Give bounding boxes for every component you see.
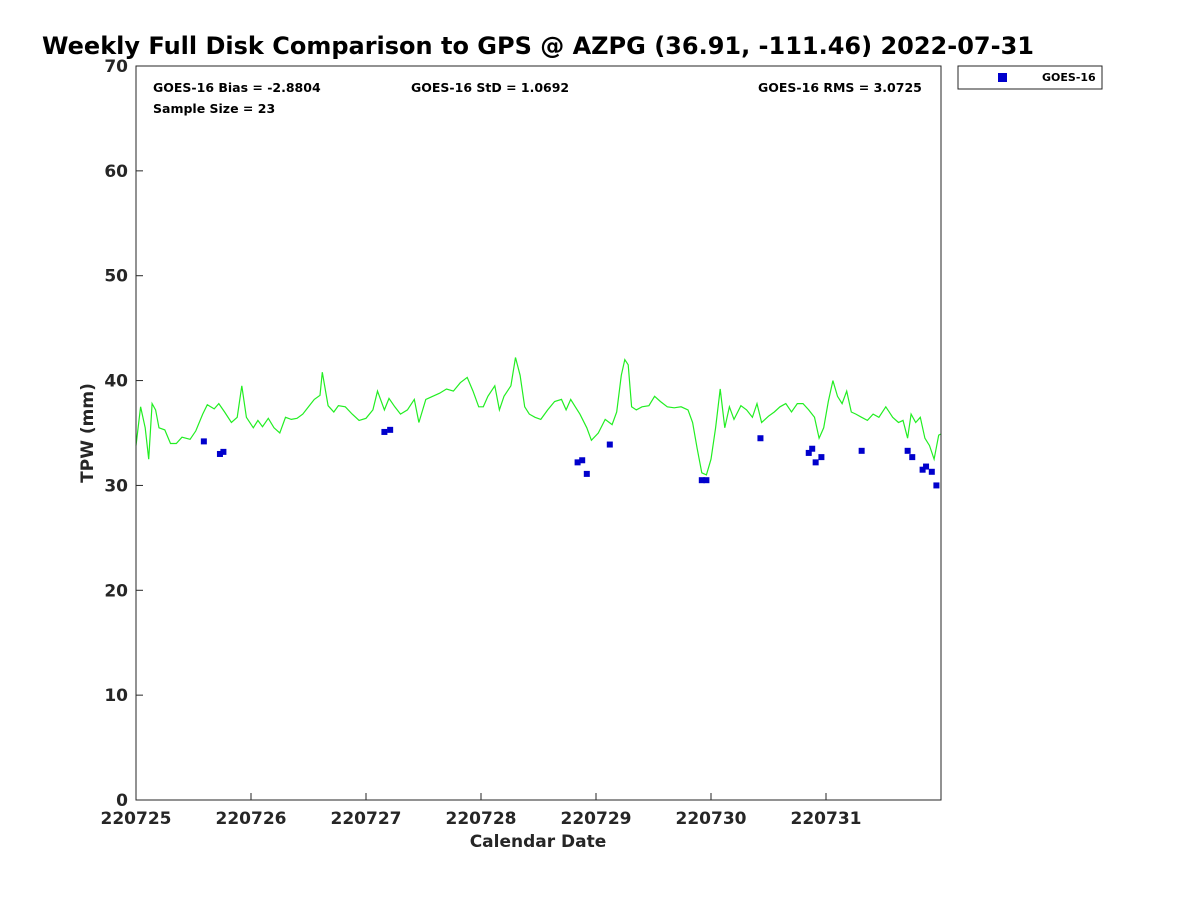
sample-size-stat: Sample Size = 23 (153, 101, 275, 116)
x-tick-label: 220726 (216, 809, 287, 829)
goes16-point (698, 477, 705, 484)
goes16-point (703, 477, 710, 484)
tpw-line-series (135, 357, 942, 476)
y-tick-label: 10 (104, 686, 128, 706)
goes16-point (933, 482, 940, 489)
goes16-points (200, 426, 940, 489)
y-tick-label: 20 (104, 581, 128, 601)
goes16-point (809, 445, 816, 452)
goes16-point (381, 428, 388, 435)
x-tick-label: 220729 (561, 809, 632, 829)
goes16-point (757, 435, 764, 442)
goes16-point (919, 466, 926, 473)
goes16-point (387, 426, 394, 433)
goes16-point (904, 447, 911, 454)
goes16-point (200, 438, 207, 445)
legend-label-goes16: GOES-16 (1042, 71, 1096, 84)
x-tick-label: 220727 (331, 809, 402, 829)
y-tick-label: 0 (116, 791, 128, 811)
goes16-point (216, 450, 223, 457)
y-tick-label: 30 (104, 476, 128, 496)
goes16-point (574, 459, 581, 466)
x-axis-label: Calendar Date (470, 832, 607, 852)
x-tick-label: 220731 (791, 809, 862, 829)
goes16-point (579, 457, 586, 464)
legend: GOES-16 (957, 65, 1103, 90)
chart-title: Weekly Full Disk Comparison to GPS @ AZP… (42, 32, 1034, 60)
goes16-point (923, 463, 930, 470)
x-tick-label: 220730 (676, 809, 747, 829)
legend-box (957, 65, 1103, 90)
x-axis-ticks: 220725 220726 220727 220728 220729 220730 2207… (101, 793, 862, 829)
legend-marker-goes16 (998, 73, 1007, 82)
bias-stat: GOES-16 Bias = -2.8804 (153, 80, 321, 95)
goes16-point (858, 447, 865, 454)
y-axis-ticks: 0 10 20 30 40 50 60 70 (104, 57, 143, 811)
y-axis-label: TPW (mm) (78, 383, 98, 483)
goes16-point (606, 441, 613, 448)
rms-stat: GOES-16 RMS = 3.0725 (758, 80, 922, 95)
y-tick-label: 60 (104, 162, 128, 182)
y-tick-label: 70 (104, 57, 128, 77)
x-tick-label: 220728 (446, 809, 517, 829)
goes16-point (805, 449, 812, 456)
axes-frame (135, 65, 942, 801)
std-stat: GOES-16 StD = 1.0692 (411, 80, 569, 95)
y-tick-label: 50 (104, 267, 128, 287)
tpw-reference-line (135, 357, 942, 476)
goes16-point (909, 454, 916, 461)
x-tick-label: 220725 (101, 809, 172, 829)
goes16-point (812, 459, 819, 466)
goes16-point (220, 448, 227, 455)
goes16-point (818, 454, 825, 461)
plot-area: 0 10 20 30 40 50 60 70 220725 220726 220727 220728… (101, 57, 942, 829)
goes16-point (928, 468, 935, 475)
goes16-point (583, 470, 590, 477)
y-tick-label: 40 (104, 372, 128, 392)
